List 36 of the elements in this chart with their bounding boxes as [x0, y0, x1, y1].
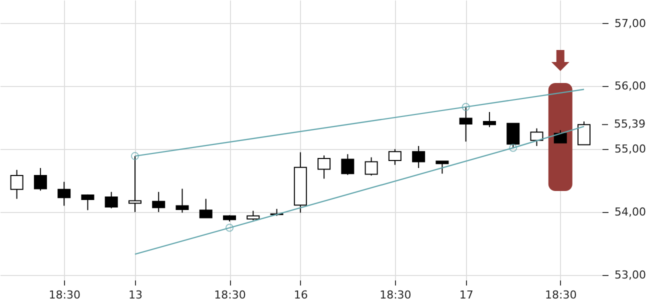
point [130, 152, 140, 160]
candlestick [530, 128, 544, 146]
candlestick [34, 168, 47, 192]
candlestick [388, 148, 402, 166]
y-tick-label: 56,00 [614, 80, 646, 93]
candlestick [436, 160, 449, 174]
x-tick-label: 18:30 [380, 288, 412, 300]
candlestick [81, 194, 94, 211]
x-tick-label: 13 [128, 288, 142, 300]
x-tick-label: 18:30 [48, 288, 80, 300]
candlestick [104, 191, 118, 209]
y-tick-label: 55,00 [614, 142, 646, 156]
candlestick [554, 130, 567, 144]
x-tick-label: 18:30 [214, 288, 246, 300]
y-tick-label: 53,00 [614, 268, 646, 282]
candlestick [58, 181, 71, 206]
point [462, 102, 470, 111]
candlestick [364, 156, 378, 176]
point [225, 224, 234, 232]
candlestick [578, 120, 590, 146]
candlestick [176, 188, 189, 214]
ref-line-label: 55,39 [614, 118, 646, 131]
candlestick [199, 198, 212, 218]
candlestick [152, 191, 166, 213]
x-tick-label: 17 [459, 288, 474, 300]
y-tick-label: 57,00 [614, 16, 646, 30]
x-tick-label: 18:30 [545, 288, 577, 300]
candlestick [341, 154, 354, 176]
candlestick [246, 210, 260, 221]
candlestick [412, 145, 426, 168]
candlestick [482, 112, 496, 128]
x-tick-label: 16 [294, 288, 308, 300]
candlestick [10, 169, 24, 200]
y-tick-label: 54,00 [614, 206, 646, 219]
point [509, 144, 518, 152]
candlestick [318, 154, 331, 180]
